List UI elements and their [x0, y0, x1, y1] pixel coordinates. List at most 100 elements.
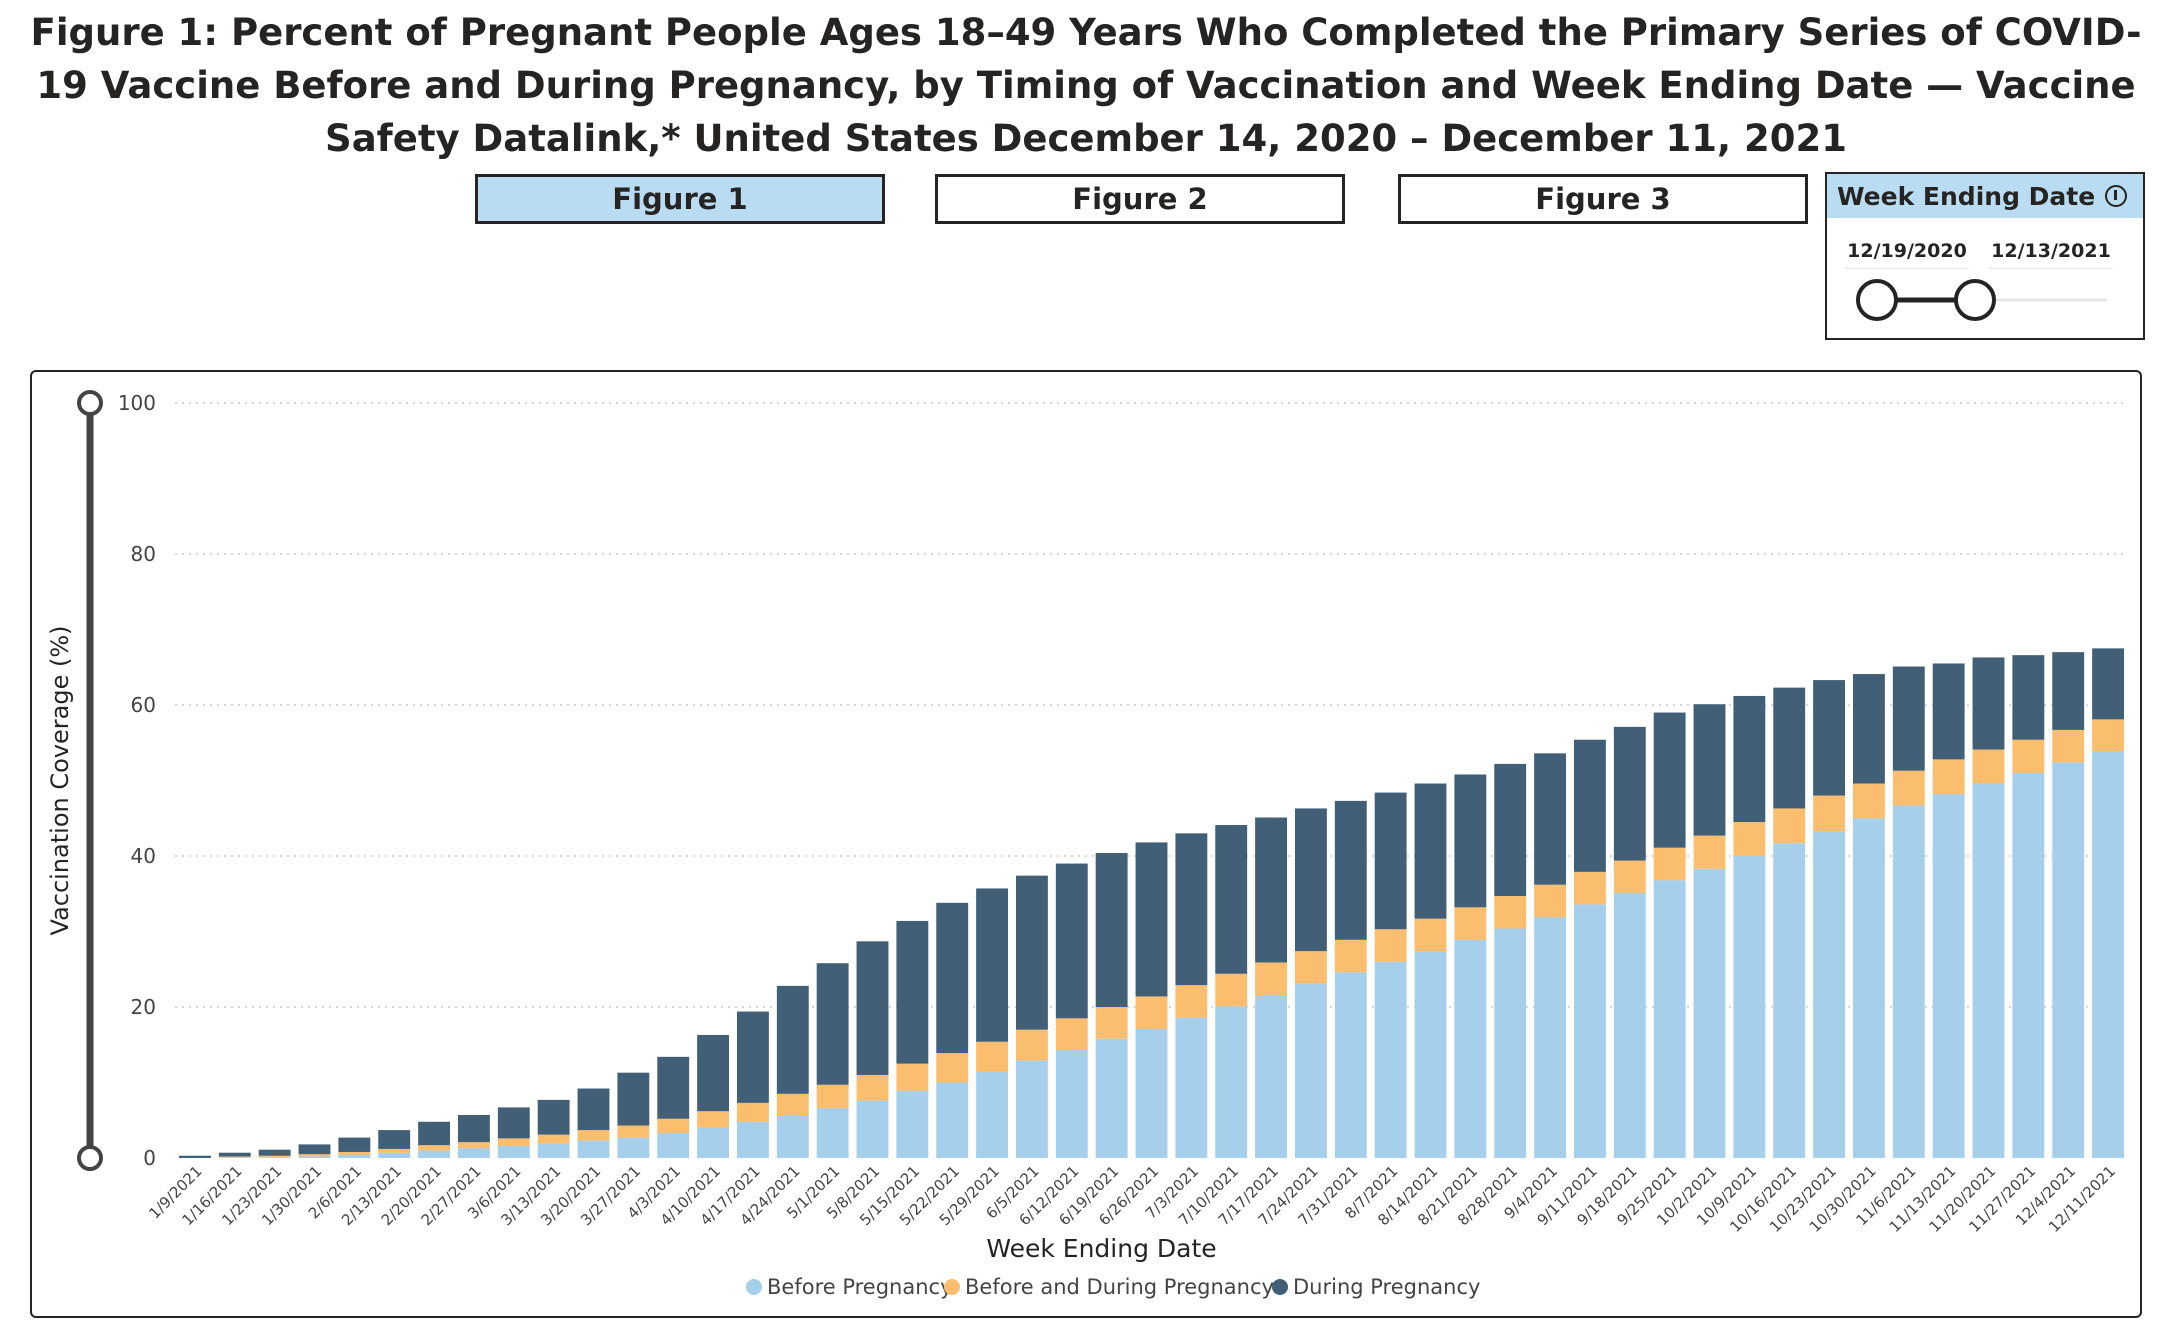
bar-segment-before-during [1733, 822, 1766, 856]
bar-segment-before [457, 1148, 490, 1158]
date-range-slider[interactable] [1827, 272, 2143, 332]
y-zoom-handle[interactable] [77, 1145, 103, 1171]
bar-segment-before [697, 1127, 730, 1158]
bar-segment-during [1175, 833, 1208, 986]
bar-segment-before [338, 1154, 371, 1158]
bar-segment-during [736, 1011, 769, 1103]
bar-segment-during [1693, 704, 1726, 836]
bar-segment-during [1095, 852, 1128, 1007]
bar-segment-before-during [1334, 939, 1367, 973]
slicer-start-date[interactable]: 12/19/2020 [1845, 234, 1969, 269]
bar-segment-before-during [1374, 929, 1407, 962]
bar-segment-before [776, 1114, 809, 1158]
bar-segment-before [657, 1133, 690, 1158]
bar-segment-before [1892, 805, 1925, 1158]
bar-segment-before [2052, 762, 2085, 1158]
bar-segment-before-during [1055, 1018, 1088, 1051]
bar-segment-before [1534, 917, 1567, 1158]
y-tick-label: 20 [131, 995, 156, 1019]
bar-segment-before [1733, 856, 1766, 1158]
bar-segment-during [1813, 680, 1846, 796]
y-zoom-handle[interactable] [77, 390, 103, 416]
bar-segment-before [1773, 843, 1806, 1158]
bar-segment-during [1573, 739, 1606, 872]
legend-marker [1272, 1279, 1288, 1295]
bar-segment-during [1733, 695, 1766, 823]
bar-segment-before [617, 1137, 650, 1158]
bar-segment-during [218, 1152, 251, 1157]
bar-segment-before [1175, 1017, 1208, 1158]
bar-segment-before-during [776, 1093, 809, 1115]
bar-segment-before-during [1135, 996, 1168, 1029]
bar-segment-before [537, 1143, 570, 1158]
y-axis-label: Vaccination Coverage (%) [46, 626, 74, 936]
bar-segment-before [976, 1071, 1009, 1158]
bar-segment-before-during [1573, 871, 1606, 905]
bar-segment-during [697, 1034, 730, 1112]
bar-segment-before [1613, 892, 1646, 1158]
bar-segment-during [816, 963, 849, 1085]
bar-segment-before-during [1972, 749, 2005, 784]
bar-segment-before-during [418, 1145, 451, 1151]
bar-segment-during [1294, 808, 1327, 952]
bar-segment-before [1095, 1038, 1128, 1158]
bar-segment-before-during [1015, 1029, 1048, 1061]
bar-segment-during [1255, 817, 1288, 963]
bar-segment-during [1932, 663, 1965, 760]
tab-figure-2[interactable]: Figure 2 [935, 174, 1345, 224]
bar-segment-before-during [1653, 847, 1686, 881]
info-icon[interactable] [2105, 185, 2128, 207]
bar-segment-before-during [896, 1063, 929, 1091]
bar-segment-during [1534, 753, 1567, 885]
bar-segment-before-during [338, 1151, 371, 1155]
bar-segment-before-during [1255, 962, 1288, 995]
bar-segment-during [856, 941, 889, 1075]
bar-segment-during [976, 888, 1009, 1042]
bar-segment-before [1414, 951, 1447, 1158]
slicer-header: Week Ending Date [1827, 174, 2143, 218]
bar-segment-during [178, 1155, 211, 1158]
bar-segment-before-during [537, 1134, 570, 1144]
bar-segment-before [1294, 983, 1327, 1158]
bar-segment-before [218, 1157, 251, 1158]
y-tick-label: 60 [131, 693, 156, 717]
legend-item: During Pregnancy [1293, 1275, 1480, 1299]
bar-segment-before [1972, 783, 2005, 1158]
y-tick-label: 80 [131, 542, 156, 566]
bar-segment-before-during [1414, 918, 1447, 952]
bar-segment-before [378, 1152, 411, 1158]
bar-segment-before-during [1215, 973, 1248, 1007]
bar-segment-during [1852, 674, 1885, 784]
bar-segment-during [497, 1107, 530, 1139]
bar-segment-during [2092, 648, 2125, 720]
bar-segment-before-during [617, 1125, 650, 1138]
tab-figure-3[interactable]: Figure 3 [1398, 174, 1808, 224]
slider-start-handle[interactable] [1856, 279, 1898, 321]
bar-segment-before [1932, 794, 1965, 1158]
slicer-title: Week Ending Date [1837, 181, 2096, 211]
legend-item: Before Pregnancy [767, 1275, 953, 1299]
bar-segment-before [1334, 972, 1367, 1158]
slicer-end-date[interactable]: 12/13/2021 [1989, 234, 2113, 269]
bar-segment-before-during [1613, 860, 1646, 893]
tab-figure-1[interactable]: Figure 1 [475, 174, 885, 224]
bar-segment-before [497, 1145, 530, 1158]
bar-segment-before [1215, 1006, 1248, 1158]
bar-segment-before [1693, 868, 1726, 1158]
bar-segment-before [1653, 880, 1686, 1158]
bar-segment-before [816, 1108, 849, 1158]
bar-segment-before-during [457, 1142, 490, 1149]
bar-segment-before [1494, 928, 1527, 1158]
bar-segment-before-during [1892, 770, 1925, 806]
bar-segment-before-during [1693, 835, 1726, 869]
bar-segment-during [418, 1121, 451, 1146]
bar-segment-before [1813, 831, 1846, 1158]
bar-segment-before [1135, 1028, 1168, 1158]
bar-segment-during [2052, 652, 2085, 730]
bar-segment-during [936, 902, 969, 1054]
bar-segment-before [2092, 751, 2125, 1158]
slider-end-handle[interactable] [1954, 279, 1996, 321]
y-tick-label: 0 [143, 1146, 156, 1170]
bar-segment-before [1573, 904, 1606, 1158]
bar-segment-during [1613, 726, 1646, 861]
